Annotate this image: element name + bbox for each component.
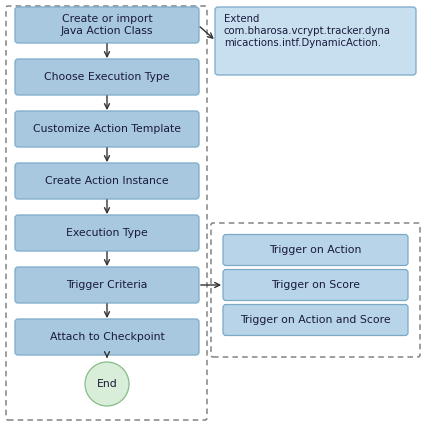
- Text: Trigger on Action and Score: Trigger on Action and Score: [240, 315, 391, 325]
- Text: Trigger on Action: Trigger on Action: [269, 245, 362, 255]
- Text: Attach to Checkpoint: Attach to Checkpoint: [50, 332, 165, 342]
- FancyBboxPatch shape: [223, 305, 408, 336]
- FancyBboxPatch shape: [15, 319, 199, 355]
- FancyBboxPatch shape: [223, 234, 408, 265]
- FancyBboxPatch shape: [223, 270, 408, 300]
- FancyBboxPatch shape: [15, 215, 199, 251]
- FancyBboxPatch shape: [15, 111, 199, 147]
- FancyBboxPatch shape: [15, 7, 199, 43]
- Text: Create Action Instance: Create Action Instance: [45, 176, 169, 186]
- FancyBboxPatch shape: [15, 267, 199, 303]
- Text: Extend
com.bharosa.vcrypt.tracker.dyna
micactions.intf.DynamicAction.: Extend com.bharosa.vcrypt.tracker.dyna m…: [224, 14, 391, 48]
- Text: Execution Type: Execution Type: [66, 228, 148, 238]
- FancyBboxPatch shape: [215, 7, 416, 75]
- Text: Trigger on Score: Trigger on Score: [271, 280, 360, 290]
- Circle shape: [85, 362, 129, 406]
- Text: Choose Execution Type: Choose Execution Type: [44, 72, 170, 82]
- Text: Trigger Criteria: Trigger Criteria: [66, 280, 148, 290]
- Text: End: End: [97, 379, 117, 389]
- FancyBboxPatch shape: [15, 59, 199, 95]
- FancyBboxPatch shape: [15, 163, 199, 199]
- Text: Create or import
Java Action Class: Create or import Java Action Class: [61, 14, 153, 36]
- Text: Customize Action Template: Customize Action Template: [33, 124, 181, 134]
